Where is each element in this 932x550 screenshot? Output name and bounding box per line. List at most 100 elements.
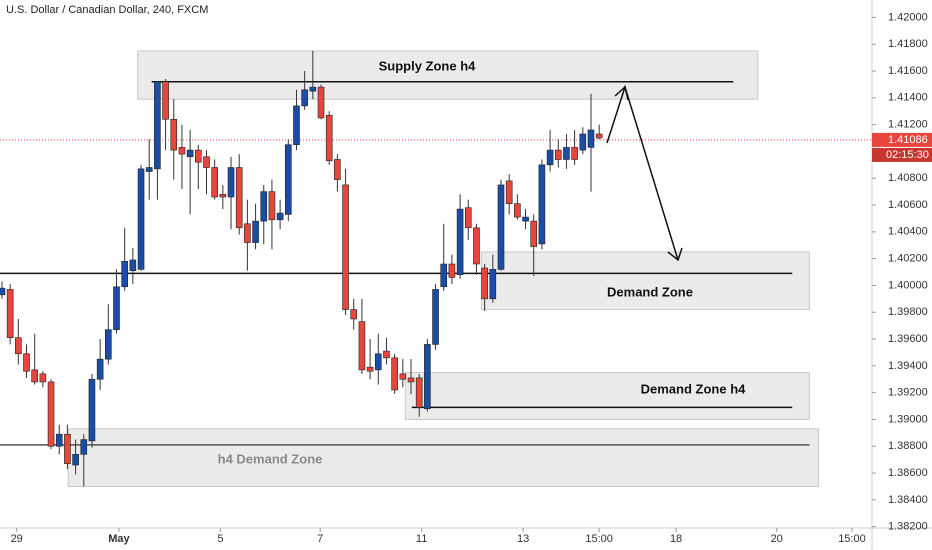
candle-body: [113, 286, 120, 330]
candle-body: [595, 133, 603, 139]
y-tick-label: 1.38800: [888, 440, 928, 452]
candle-body: [154, 81, 161, 170]
y-tick-label: 1.40400: [888, 226, 928, 238]
candle-body: [325, 114, 333, 162]
candle-body: [162, 81, 169, 120]
last-price-label: 1.41086: [888, 134, 928, 146]
y-tick-label: 1.40200: [888, 253, 928, 265]
y-tick-label: 1.42000: [888, 11, 928, 23]
candle-body: [464, 207, 472, 229]
candle-body: [432, 289, 439, 345]
y-tick-label: 1.39600: [888, 333, 928, 345]
y-tick-label: 1.40000: [888, 279, 928, 291]
candle-body: [546, 149, 554, 166]
candle-body: [399, 373, 407, 380]
y-tick-label: 1.39800: [888, 306, 928, 318]
countdown-box: [872, 147, 932, 162]
candle-body: [80, 439, 88, 455]
x-tick-label: 15:00: [585, 533, 613, 545]
candle-body: [211, 167, 218, 198]
arrow-head: [667, 247, 683, 262]
candle-body: [15, 337, 22, 355]
candle-body: [334, 159, 341, 180]
candle-body: [391, 357, 398, 391]
candle-body: [195, 149, 202, 163]
y-tick-label: 1.40600: [888, 199, 928, 211]
candle-body: [129, 259, 137, 272]
candle-body: [252, 220, 259, 243]
candle-body: [587, 129, 595, 148]
candle-body: [39, 373, 47, 383]
candle-body: [47, 381, 55, 447]
candle-body: [366, 366, 374, 372]
candle-body: [284, 144, 292, 215]
zone-label: Demand Zone h4: [641, 381, 747, 396]
candle-body: [64, 433, 71, 464]
candle-body: [440, 263, 448, 288]
candle-body: [309, 86, 317, 92]
x-tick-label: 15:00: [838, 533, 866, 545]
y-tick-label: 1.41400: [888, 92, 928, 104]
x-tick-label: 29: [11, 533, 23, 545]
candle-body: [31, 369, 38, 383]
x-tick-label: 18: [670, 533, 682, 545]
y-tick-label: 1.39200: [888, 387, 928, 399]
candle-body: [170, 118, 178, 151]
candle-body: [538, 164, 546, 245]
zone-label: Supply Zone h4: [379, 58, 477, 73]
y-tick-label: 1.40800: [888, 172, 928, 184]
candle-body: [448, 263, 456, 278]
candle-body: [473, 227, 480, 265]
y-tick-label: 1.38400: [888, 494, 928, 506]
y-tick-label: 1.41800: [888, 38, 928, 50]
candle-body: [514, 203, 521, 218]
zone-box: [67, 428, 819, 487]
candle-body: [563, 147, 570, 160]
candle-body: [293, 105, 300, 146]
annotation-layer: Supply Zone h4 Demand Zone Demand Zone h4 h…: [218, 58, 747, 466]
candle-body: [186, 149, 194, 158]
candle-body: [424, 344, 431, 410]
candle-body: [374, 353, 382, 371]
candle-body: [407, 377, 415, 383]
candle-body: [554, 149, 562, 160]
y-tick-label: 1.39400: [888, 360, 928, 372]
x-tick-label: 13: [517, 533, 529, 545]
candle-body: [23, 353, 30, 372]
plot-layer: [0, 50, 872, 487]
candle-body: [88, 378, 96, 442]
candle-body: [571, 147, 578, 160]
x-tick-label: 7: [317, 533, 323, 545]
zone-label: h4 Demand Zone: [218, 451, 323, 466]
candle-body: [358, 321, 366, 371]
candle-body: [342, 184, 349, 310]
y-tick-label: 1.38600: [888, 467, 928, 479]
y-tick-label: 1.41200: [888, 119, 928, 131]
zone-label: Demand Zone: [607, 284, 693, 299]
arrow-head: [614, 85, 629, 101]
y-tick-label: 1.39000: [888, 413, 928, 425]
zones-layer: [67, 50, 819, 487]
candle-body: [227, 167, 235, 198]
y-tick-label: 1.38200: [888, 521, 928, 533]
x-tick-label: 20: [771, 533, 783, 545]
y-tick-label: 1.41600: [888, 65, 928, 77]
candle-body: [235, 167, 243, 229]
x-tick-label: 5: [217, 533, 223, 545]
candle-body: [0, 287, 6, 296]
candle-body: [530, 220, 538, 247]
axis-layer: 1.38200 1.38400 1.38600 1.38800 1.39000 1.392…: [11, 11, 932, 545]
zone-box: [137, 50, 759, 100]
candle-body: [137, 168, 145, 270]
x-tick-label: May: [108, 533, 130, 545]
candle-body: [105, 329, 112, 360]
chart-title: U.S. Dollar / Canadian Dollar, 240, FXCM: [6, 4, 208, 16]
x-tick-label: 11: [416, 533, 427, 545]
candle-body: [96, 358, 104, 380]
candle-body: [317, 86, 325, 119]
candle-body: [579, 133, 587, 151]
candle-body: [497, 184, 505, 270]
candle-body: [489, 269, 497, 300]
candle-body: [121, 261, 128, 288]
